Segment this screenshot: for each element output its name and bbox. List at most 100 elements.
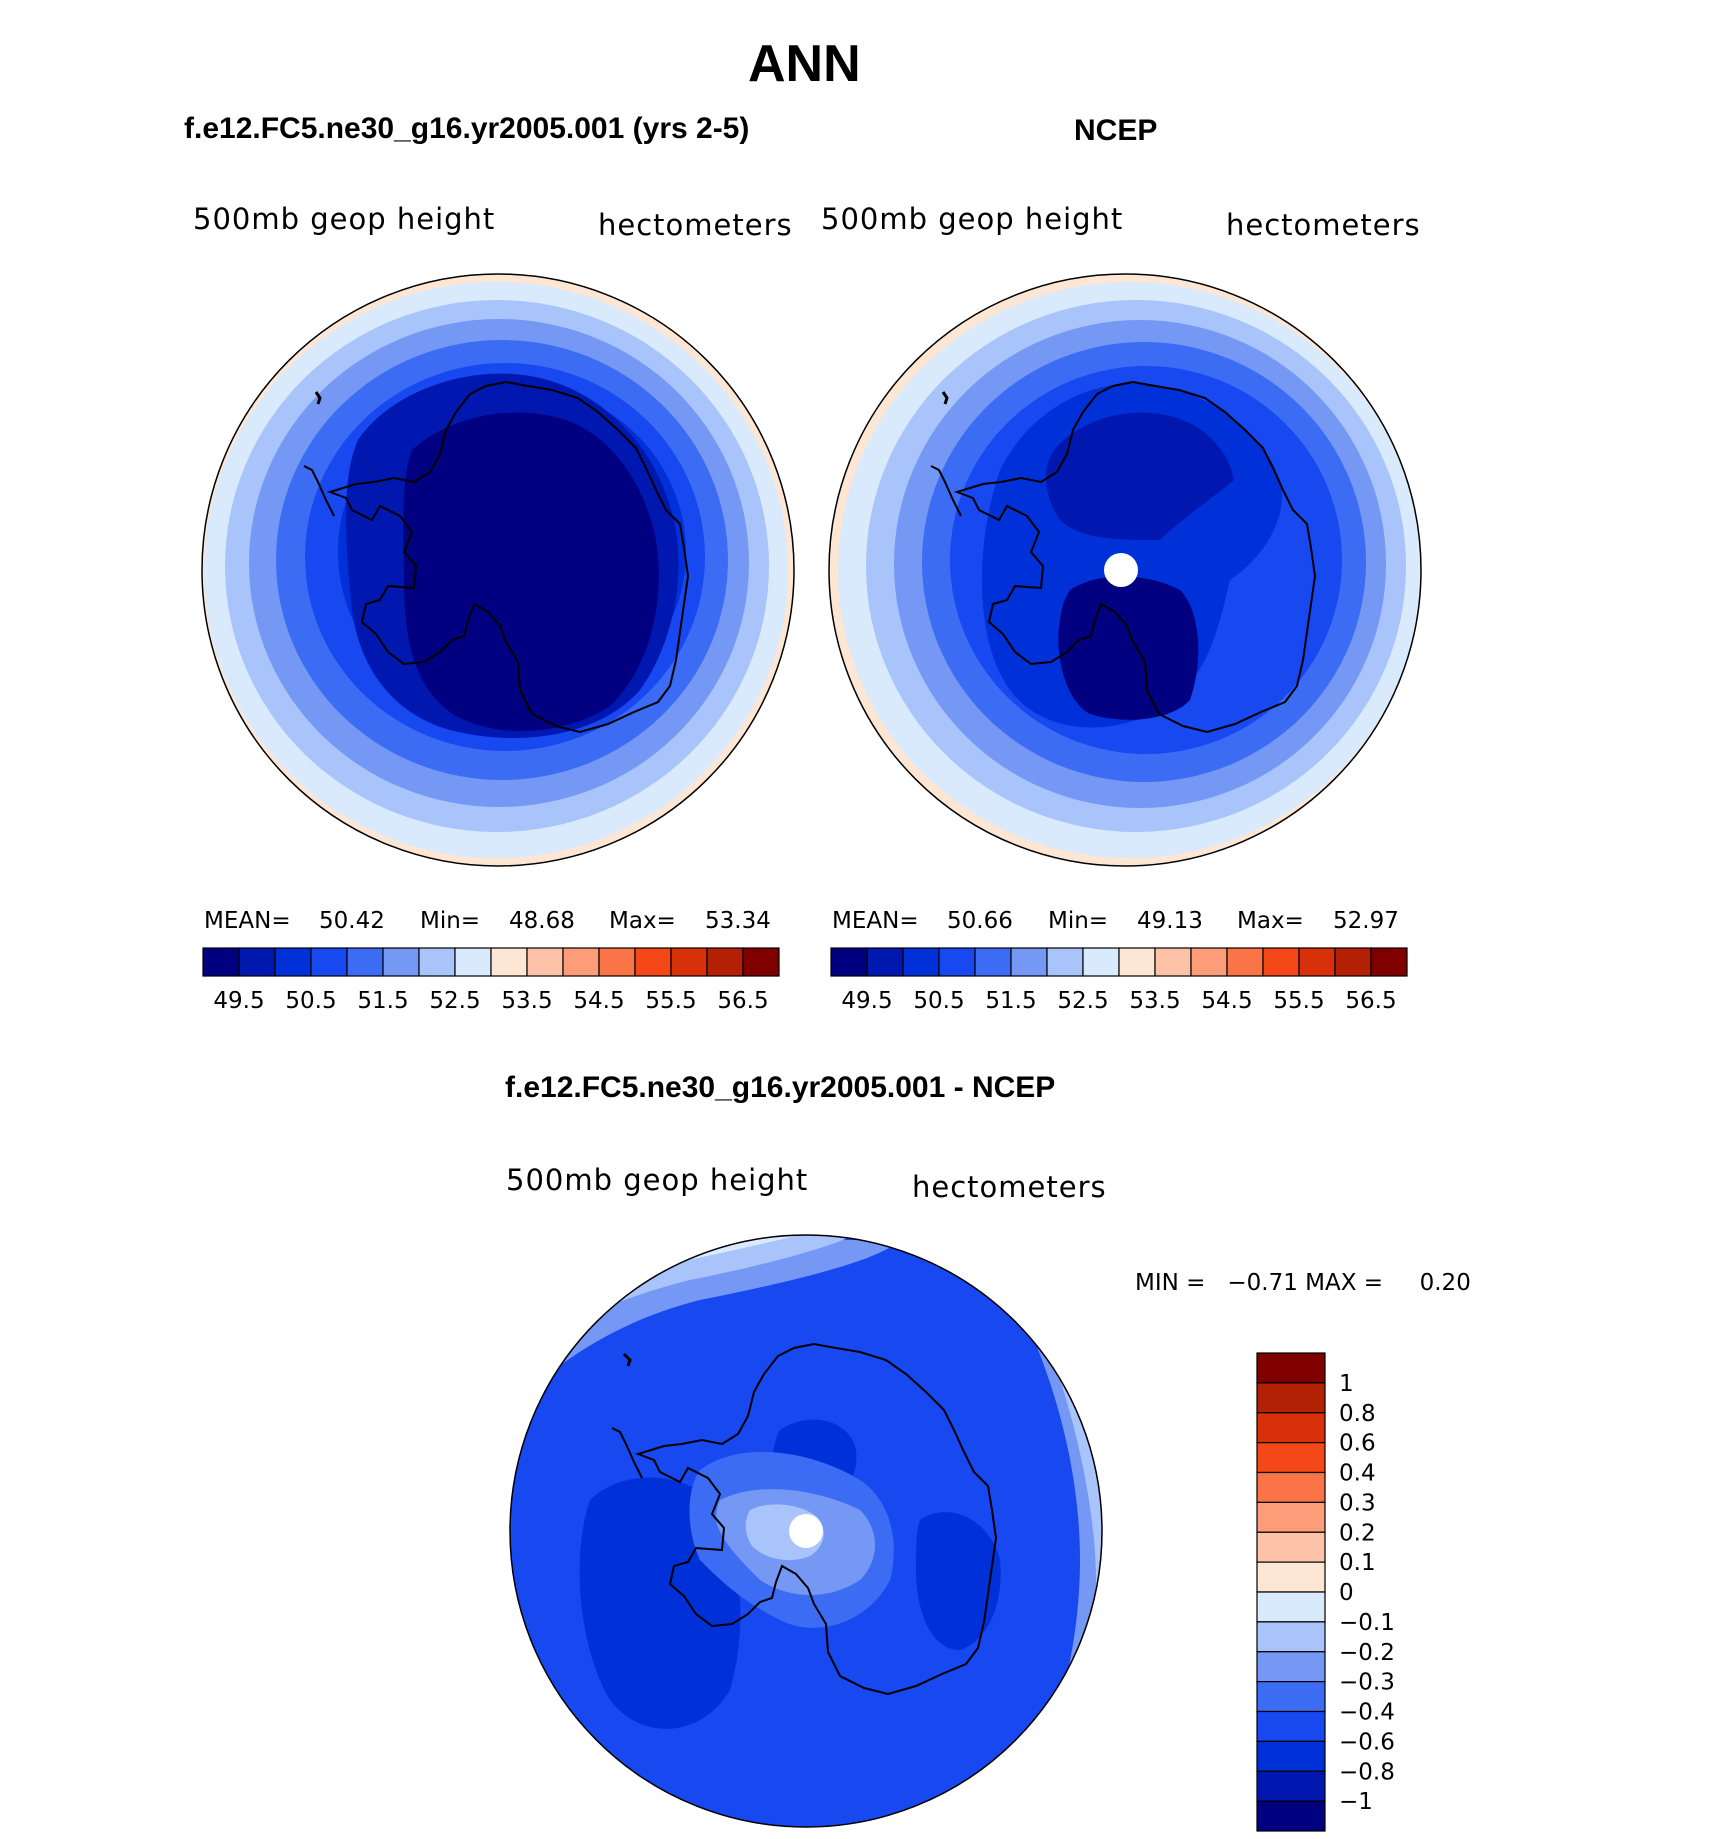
colorbar-model-swatch [742, 947, 780, 977]
colorbar-difference-swatch [1256, 1770, 1326, 1802]
colorbar-difference-swatch [1256, 1352, 1326, 1384]
colorbar-model-tick-label: 53.5 [501, 988, 552, 1014]
colorbar-model-swatch [706, 947, 744, 977]
panel2-min-label: Min= [1048, 908, 1109, 934]
colorbar-ncep-tick-label: 56.5 [1345, 988, 1396, 1014]
colorbar-model-swatch [202, 947, 240, 977]
colorbar-model-swatch [490, 947, 528, 977]
colorbar-model-swatch [670, 947, 708, 977]
colorbar-ncep-swatch [938, 947, 976, 977]
colorbar-model-swatch [454, 947, 492, 977]
colorbar-ncep-tick-label: 51.5 [985, 988, 1036, 1014]
colorbar-difference-tick-label: −0.4 [1339, 1700, 1395, 1726]
colorbar-ncep-tick-label: 54.5 [1201, 988, 1252, 1014]
diff-left-label: 500mb geop height [506, 1163, 809, 1197]
colorbar-ncep-swatch [1046, 947, 1084, 977]
panel1-right-label: hectometers [598, 208, 793, 242]
panel1-min-value: 48.68 [509, 908, 575, 934]
colorbar-model-tick-label: 51.5 [357, 988, 408, 1014]
colorbar-difference-tick-label: 0.8 [1339, 1401, 1376, 1427]
panel2-max-value: 52.97 [1333, 908, 1399, 934]
colorbar-ncep-swatch [866, 947, 904, 977]
colorbar-ncep-tick-label: 53.5 [1129, 988, 1180, 1014]
colorbar-ncep-swatch [1262, 947, 1300, 977]
coastline-ncep [953, 380, 1317, 734]
colorbar-difference-tick-label: −0.2 [1339, 1640, 1395, 1666]
colorbar-difference-swatch [1256, 1710, 1326, 1742]
colorbar-model-swatch [526, 947, 564, 977]
colorbar-model-swatch [274, 947, 312, 977]
colorbar-ncep-tick-label: 49.5 [841, 988, 892, 1014]
colorbar-difference-tick-label: 0.4 [1339, 1461, 1376, 1487]
diff-title: f.e12.FC5.ne30_g16.yr2005.001 - NCEP [505, 1071, 1056, 1104]
panel2-left-label: 500mb geop height [821, 202, 1124, 236]
colorbar-difference-swatch [1256, 1740, 1326, 1772]
colorbar-difference-tick-label: −0.3 [1339, 1670, 1395, 1696]
colorbar-difference-swatch [1256, 1800, 1326, 1832]
colorbar-difference-swatch [1256, 1382, 1326, 1414]
colorbar-model-swatch [598, 947, 636, 977]
colorbar-model-tick-label: 55.5 [645, 988, 696, 1014]
panel1-mean-label: MEAN= [204, 908, 291, 934]
panel1-left-label: 500mb geop height [193, 202, 496, 236]
panel1-max-value: 53.34 [705, 908, 771, 934]
colorbar-ncep-swatch [1118, 947, 1156, 977]
colorbar-model-tick-label: 56.5 [717, 988, 768, 1014]
colorbar-difference-tick-label: −0.6 [1339, 1729, 1395, 1755]
panel1-min-label: Min= [420, 908, 481, 934]
panel1-subtitle: f.e12.FC5.ne30_g16.yr2005.001 (yrs 2-5) [184, 112, 750, 145]
colorbar-ncep-swatch [974, 947, 1012, 977]
colorbar-difference-tick-label: 0.3 [1339, 1490, 1376, 1516]
panel2-max-label: Max= [1237, 908, 1304, 934]
colorbar-ncep-swatch [1154, 947, 1192, 977]
colorbar-model-swatch [418, 947, 456, 977]
panel2-mean-value: 50.66 [947, 908, 1013, 934]
map-panel-model [202, 274, 794, 866]
colorbar-difference: 1 0.8 0.6 0.4 0.3 0.2 0.1 0 −0.1 −0.2 −0.3 −0.4 −0.6… [1256, 1352, 1395, 1832]
figure-title: ANN [748, 35, 861, 93]
colorbar-difference-swatch [1256, 1471, 1326, 1503]
colorbar-difference-swatch [1256, 1621, 1326, 1653]
colorbar-ncep-tick-label: 50.5 [913, 988, 964, 1014]
colorbar-ncep-tick-label: 52.5 [1057, 988, 1108, 1014]
colorbar-ncep-swatch [830, 947, 868, 977]
colorbar-ncep: 49.5 50.5 51.5 52.5 53.5 54.5 55.5 56.5 [830, 947, 1408, 1014]
colorbar-ncep-swatch [1082, 947, 1120, 977]
colorbar-difference-tick-label: 0.1 [1339, 1550, 1376, 1576]
colorbar-ncep-swatch [1334, 947, 1372, 977]
pole-hole-ncep [1104, 553, 1138, 587]
panel1-max-label: Max= [609, 908, 676, 934]
coastline-model [326, 380, 690, 734]
colorbar-model: 49.5 50.5 51.5 52.5 53.5 54.5 55.5 56.5 [202, 947, 780, 1014]
panel2-min-value: 49.13 [1137, 908, 1203, 934]
panel2-right-label: hectometers [1226, 208, 1421, 242]
colorbar-ncep-swatch [1226, 947, 1264, 977]
colorbar-difference-tick-label: 1 [1339, 1371, 1354, 1397]
diff-minmax: MIN = −0.71 MAX = 0.20 [1135, 1270, 1471, 1296]
colorbar-ncep-swatch [1298, 947, 1336, 977]
colorbar-model-tick-label: 52.5 [429, 988, 480, 1014]
colorbar-difference-swatch [1256, 1412, 1326, 1444]
colorbar-model-tick-label: 54.5 [573, 988, 624, 1014]
colorbar-difference-swatch [1256, 1681, 1326, 1713]
colorbar-difference-swatch [1256, 1561, 1326, 1593]
pole-hole-diff [789, 1514, 823, 1548]
panel2-mean-label: MEAN= [832, 908, 919, 934]
colorbar-model-swatch [634, 947, 672, 977]
colorbar-ncep-tick-label: 55.5 [1273, 988, 1324, 1014]
colorbar-difference-tick-label: 0.2 [1339, 1520, 1376, 1546]
colorbar-difference-swatch [1256, 1501, 1326, 1533]
colorbar-model-swatch [346, 947, 384, 977]
colorbar-model-swatch [562, 947, 600, 977]
colorbar-difference-swatch [1256, 1442, 1326, 1474]
colorbar-difference-swatch [1256, 1591, 1326, 1623]
colorbar-difference-swatch [1256, 1531, 1326, 1563]
colorbar-ncep-swatch [1370, 947, 1408, 977]
colorbar-difference-tick-label: −1 [1339, 1789, 1373, 1815]
colorbar-difference-tick-label: 0 [1339, 1580, 1354, 1606]
diff-right-label: hectometers [912, 1170, 1107, 1204]
coastline-diff [634, 1342, 998, 1696]
colorbar-ncep-swatch [902, 947, 940, 977]
colorbar-model-tick-label: 49.5 [213, 988, 264, 1014]
